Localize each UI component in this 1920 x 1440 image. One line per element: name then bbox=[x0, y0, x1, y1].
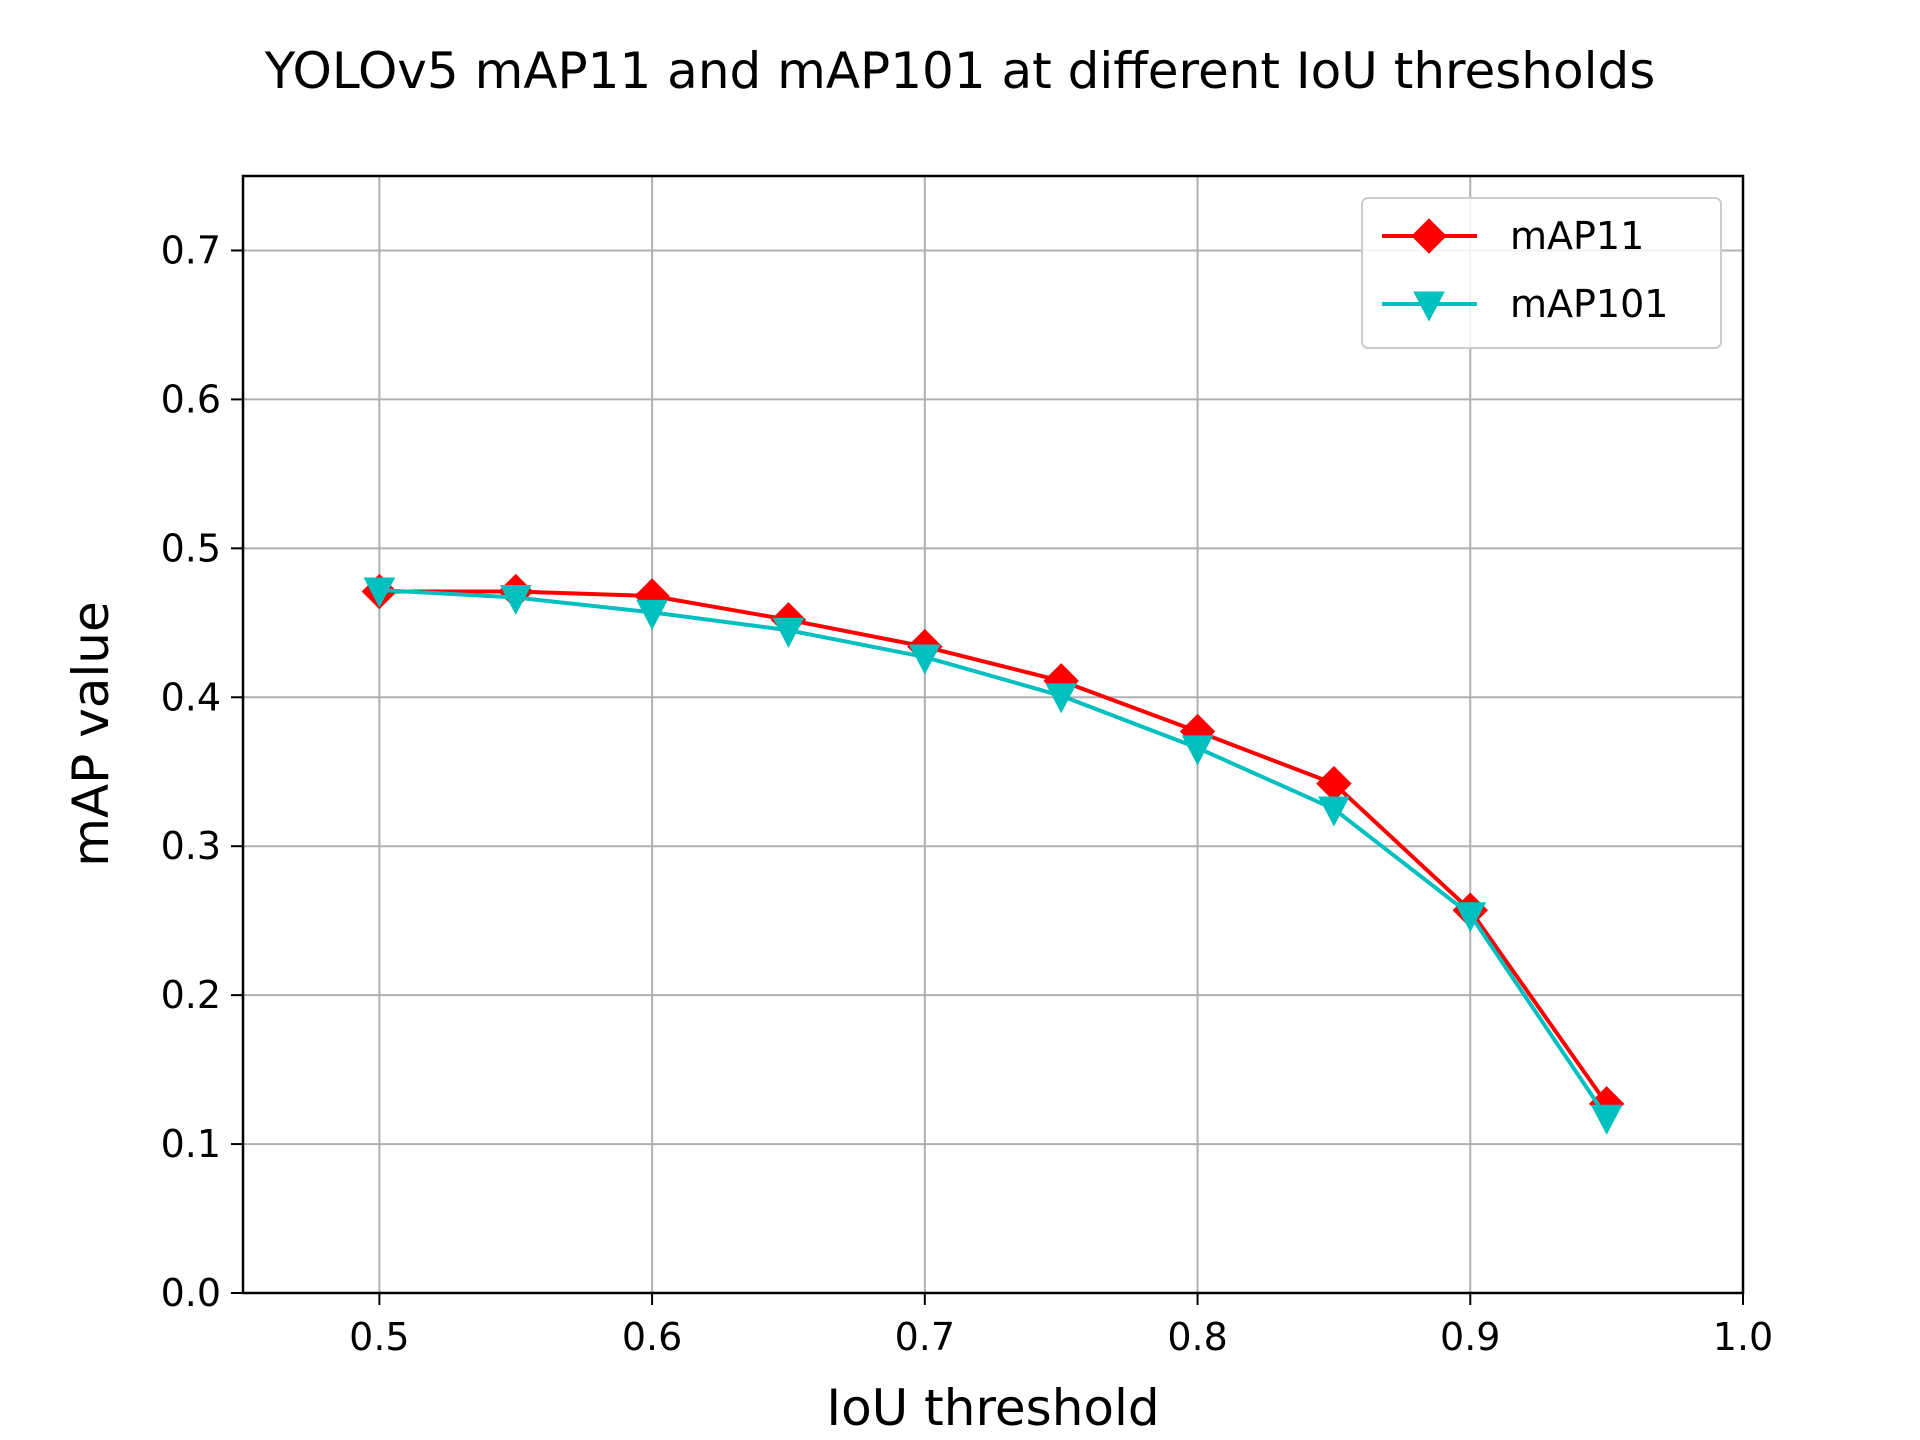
data-point bbox=[363, 577, 396, 608]
x-tick-label: 0.8 bbox=[1167, 1315, 1227, 1359]
data-point bbox=[1045, 683, 1078, 714]
data-point bbox=[772, 617, 805, 648]
y-axis-label: mAP value bbox=[62, 601, 120, 867]
legend-label: mAP11 bbox=[1510, 214, 1644, 258]
x-tick-label: 0.7 bbox=[895, 1315, 955, 1359]
series-line bbox=[379, 589, 1609, 1106]
data-point bbox=[636, 599, 668, 630]
legend-item: mAP101 bbox=[1382, 282, 1668, 326]
y-tick-label: 0.0 bbox=[161, 1271, 221, 1315]
y-tick-label: 0.4 bbox=[161, 675, 221, 719]
x-axis-label: IoU threshold bbox=[826, 1379, 1159, 1437]
series-lines bbox=[361, 573, 1625, 1135]
data-point bbox=[1590, 1104, 1623, 1135]
x-tick-label: 1.0 bbox=[1713, 1315, 1773, 1359]
data-point bbox=[1318, 796, 1350, 827]
axis-ticks: 0.5 0.6 0.7 0.8 0.9 1.0 0.0 0.1 0.2 0.3 0.4 0.5 0.6 0… bbox=[161, 228, 1774, 1359]
data-point bbox=[1454, 902, 1487, 933]
legend-label: mAP101 bbox=[1510, 282, 1668, 326]
legend-marker bbox=[1413, 291, 1445, 322]
x-tick-label: 0.6 bbox=[622, 1315, 682, 1359]
legend-marker bbox=[1411, 218, 1447, 254]
y-tick-label: 0.6 bbox=[161, 377, 221, 421]
y-tick-label: 0.7 bbox=[161, 228, 221, 272]
data-point bbox=[1181, 735, 1214, 766]
chart-title: YOLOv5 mAP11 and mAP101 at different IoU… bbox=[264, 42, 1656, 100]
y-tick-label: 0.3 bbox=[161, 824, 221, 868]
data-point bbox=[499, 584, 532, 616]
legend-item: mAP11 bbox=[1382, 214, 1644, 258]
y-tick-label: 0.5 bbox=[161, 526, 221, 570]
series-mAP101 bbox=[363, 577, 1623, 1135]
series-mAP11 bbox=[361, 573, 1625, 1122]
legend: mAP11 mAP101 bbox=[1361, 197, 1722, 349]
plot-frame bbox=[241, 174, 1745, 1295]
x-tick-label: 0.9 bbox=[1440, 1315, 1500, 1359]
series-line bbox=[379, 588, 1609, 1119]
data-point bbox=[908, 644, 941, 675]
x-tick-label: 0.5 bbox=[349, 1315, 409, 1359]
y-tick-label: 0.1 bbox=[161, 1122, 221, 1166]
y-tick-label: 0.2 bbox=[161, 973, 221, 1017]
